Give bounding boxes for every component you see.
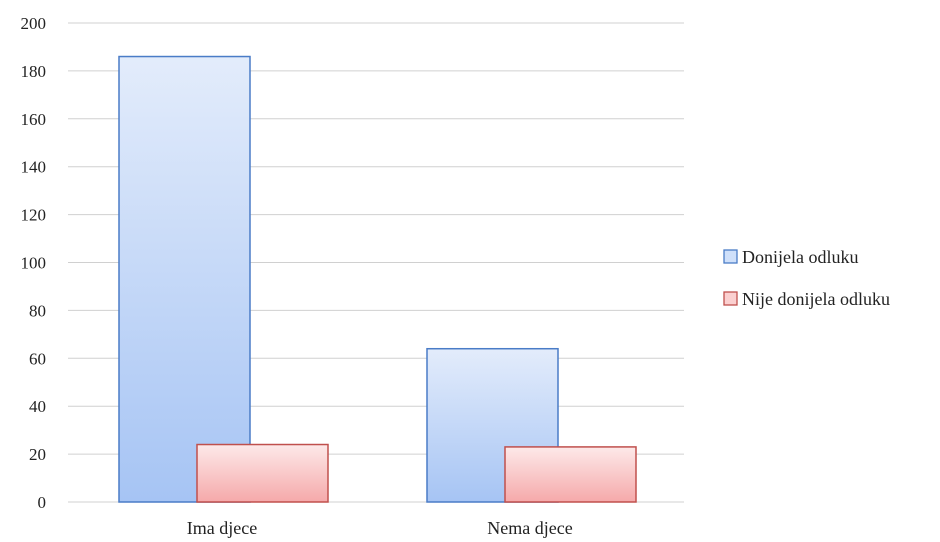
legend-label: Donijela odluku bbox=[742, 247, 858, 267]
y-tick-label: 160 bbox=[21, 110, 47, 129]
bar-nije-donijela-odluku-2 bbox=[504, 446, 637, 503]
x-category-label: Nema djece bbox=[487, 518, 572, 538]
y-tick-label: 120 bbox=[21, 206, 47, 225]
y-tick-label: 0 bbox=[38, 493, 47, 512]
y-tick-label: 40 bbox=[29, 397, 46, 416]
legend-label: Nije donijela odluku bbox=[742, 289, 890, 309]
y-tick-label: 100 bbox=[21, 254, 47, 273]
bar-nije-donijela-odluku-1 bbox=[196, 443, 329, 503]
y-tick-label: 140 bbox=[21, 158, 47, 177]
legend: Donijela odluku Nije donijela odluku bbox=[723, 247, 890, 309]
y-tick-label: 60 bbox=[29, 349, 46, 368]
legend-swatch bbox=[723, 291, 738, 306]
bars bbox=[118, 55, 637, 503]
y-tick-label: 80 bbox=[29, 301, 46, 320]
legend-swatch bbox=[723, 249, 738, 264]
y-tick-label: 20 bbox=[29, 445, 46, 464]
y-axis-ticks: 0 20 40 60 80 100 120 140 160 180 200 bbox=[21, 14, 47, 512]
x-category-label: Ima djece bbox=[187, 518, 257, 538]
x-axis-categories: Ima djece Nema djece bbox=[187, 518, 573, 538]
bar-donijela-odluku-1 bbox=[118, 55, 251, 503]
y-tick-label: 200 bbox=[21, 14, 47, 33]
y-tick-label: 180 bbox=[21, 62, 47, 81]
